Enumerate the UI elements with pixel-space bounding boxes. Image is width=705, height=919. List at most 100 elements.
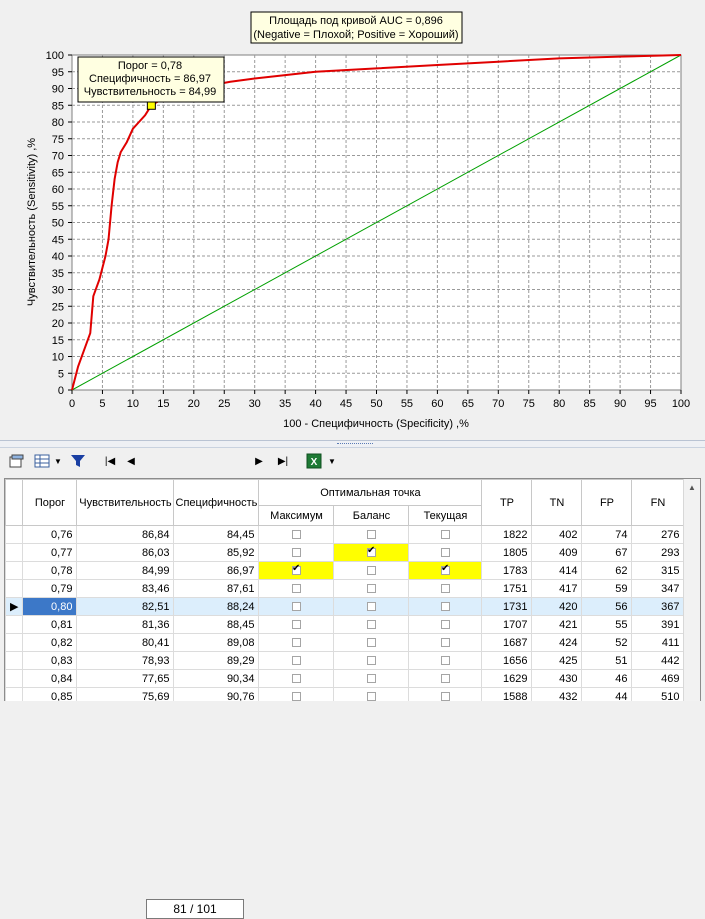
cell-tp[interactable]: 1783 <box>481 561 533 580</box>
checkbox-balance[interactable] <box>366 602 376 612</box>
checkbox-current[interactable] <box>440 563 450 576</box>
checkbox-balance[interactable] <box>366 584 376 594</box>
cell-specificity[interactable]: 90,76 <box>173 687 260 701</box>
cell-tn[interactable]: 430 <box>531 669 583 688</box>
cell-tp[interactable]: 1751 <box>481 579 533 598</box>
cell-fn[interactable]: 293 <box>631 543 685 562</box>
cell-tn[interactable]: 402 <box>531 525 583 544</box>
checkbox-current[interactable] <box>440 602 450 612</box>
cell-specificity[interactable]: 84,45 <box>173 525 260 544</box>
cell-specificity[interactable]: 89,29 <box>173 651 260 670</box>
cell-threshold[interactable]: 0,76 <box>22 525 78 544</box>
cell-sensitivity[interactable]: 78,93 <box>76 651 175 670</box>
cell-sensitivity[interactable]: 77,65 <box>76 669 175 688</box>
cell-threshold[interactable]: 0,80 <box>22 597 78 616</box>
row-indicator[interactable] <box>5 669 24 688</box>
cell-tn[interactable]: 421 <box>531 615 583 634</box>
col-fp-header[interactable]: FP <box>581 479 633 526</box>
cell-sensitivity[interactable]: 81,36 <box>76 615 175 634</box>
col-balance-header[interactable]: Баланс <box>333 505 410 526</box>
checkbox-max[interactable] <box>291 548 301 558</box>
checkbox-current[interactable] <box>440 548 450 558</box>
row-indicator[interactable] <box>5 615 24 634</box>
splitter-grip[interactable] <box>337 443 373 447</box>
cell-specificity[interactable]: 85,92 <box>173 543 260 562</box>
cell-tp[interactable]: 1687 <box>481 633 533 652</box>
row-indicator[interactable] <box>5 651 24 670</box>
cell-tp[interactable]: 1805 <box>481 543 533 562</box>
cell-threshold[interactable]: 0,85 <box>22 687 78 701</box>
checkbox-max[interactable] <box>291 692 301 701</box>
cell-threshold[interactable]: 0,79 <box>22 579 78 598</box>
cell-sensitivity[interactable]: 82,51 <box>76 597 175 616</box>
cell-sensitivity[interactable]: 75,69 <box>76 687 175 701</box>
cell-fp[interactable]: 67 <box>581 543 633 562</box>
table-row[interactable]: 0,82 80,41 89,08 1687 424 52 411 <box>5 633 685 652</box>
cell-fp[interactable]: 55 <box>581 615 633 634</box>
cell-fp[interactable]: 44 <box>581 687 633 701</box>
cell-specificity[interactable]: 88,45 <box>173 615 260 634</box>
cell-threshold[interactable]: 0,81 <box>22 615 78 634</box>
cell-tp[interactable]: 1656 <box>481 651 533 670</box>
checkbox-balance[interactable] <box>366 566 376 576</box>
last-record-icon[interactable]: ▶| <box>277 455 289 467</box>
grid-options-icon[interactable] <box>32 451 52 471</box>
excel-export-icon[interactable]: X <box>304 451 324 471</box>
col-tp-header[interactable]: TP <box>481 479 533 526</box>
cell-tn[interactable]: 432 <box>531 687 583 701</box>
checkbox-max[interactable] <box>291 620 301 630</box>
cell-fp[interactable]: 59 <box>581 579 633 598</box>
col-threshold-header[interactable]: Порог <box>22 479 78 526</box>
row-indicator[interactable] <box>5 579 24 598</box>
checkbox-max[interactable] <box>291 602 301 612</box>
checkbox-balance[interactable] <box>366 656 376 666</box>
cell-specificity[interactable]: 87,61 <box>173 579 260 598</box>
checkbox-max[interactable] <box>291 530 301 540</box>
col-tn-header[interactable]: TN <box>531 479 583 526</box>
cell-fn[interactable]: 347 <box>631 579 685 598</box>
row-indicator[interactable] <box>5 543 24 562</box>
grid-options-dropdown-icon[interactable]: ▼ <box>54 456 62 466</box>
next-record-icon[interactable]: ▶ <box>255 455 263 467</box>
col-sensitivity-header[interactable]: Чувствительность <box>76 479 175 526</box>
row-indicator[interactable] <box>5 525 24 544</box>
table-row[interactable]: ▶ 0,80 82,51 88,24 1731 420 56 367 <box>5 597 685 616</box>
cell-tn[interactable]: 414 <box>531 561 583 580</box>
cell-threshold[interactable]: 0,78 <box>22 561 78 580</box>
col-current-header[interactable]: Текущая <box>408 505 483 526</box>
checkbox-current[interactable] <box>440 584 450 594</box>
prev-record-icon[interactable]: ◀ <box>127 455 135 467</box>
table-row[interactable]: 0,85 75,69 90,76 1588 432 44 510 <box>5 687 685 701</box>
cell-fn[interactable]: 315 <box>631 561 685 580</box>
cell-fn[interactable]: 391 <box>631 615 685 634</box>
cell-tp[interactable]: 1707 <box>481 615 533 634</box>
cell-fp[interactable]: 62 <box>581 561 633 580</box>
checkbox-current[interactable] <box>440 674 450 684</box>
checkbox-max[interactable] <box>291 563 301 576</box>
cell-fn[interactable]: 276 <box>631 525 685 544</box>
table-row[interactable]: 0,76 86,84 84,45 1822 402 74 276 <box>5 525 685 544</box>
cell-specificity[interactable]: 86,97 <box>173 561 260 580</box>
vertical-scrollbar[interactable]: ▲ <box>683 479 700 701</box>
cell-tp[interactable]: 1731 <box>481 597 533 616</box>
row-indicator[interactable] <box>5 561 24 580</box>
cell-tp[interactable]: 1822 <box>481 525 533 544</box>
cell-fn[interactable]: 510 <box>631 687 685 701</box>
current-row-pointer-icon[interactable]: ▶ <box>5 597 24 616</box>
cell-specificity[interactable]: 90,34 <box>173 669 260 688</box>
cell-tn[interactable]: 424 <box>531 633 583 652</box>
checkbox-current[interactable] <box>440 638 450 648</box>
checkbox-balance[interactable] <box>366 692 376 701</box>
excel-export-dropdown-icon[interactable]: ▼ <box>328 456 336 466</box>
record-position-field[interactable]: 81 / 101 <box>146 899 244 919</box>
col-max-header[interactable]: Максимум <box>258 505 335 526</box>
cell-sensitivity[interactable]: 86,03 <box>76 543 175 562</box>
table-row[interactable]: 0,79 83,46 87,61 1751 417 59 347 <box>5 579 685 598</box>
checkbox-max[interactable] <box>291 674 301 684</box>
cell-tp[interactable]: 1588 <box>481 687 533 701</box>
cell-fn[interactable]: 411 <box>631 633 685 652</box>
properties-icon[interactable] <box>6 451 26 471</box>
row-indicator[interactable] <box>5 633 24 652</box>
cell-fp[interactable]: 52 <box>581 633 633 652</box>
